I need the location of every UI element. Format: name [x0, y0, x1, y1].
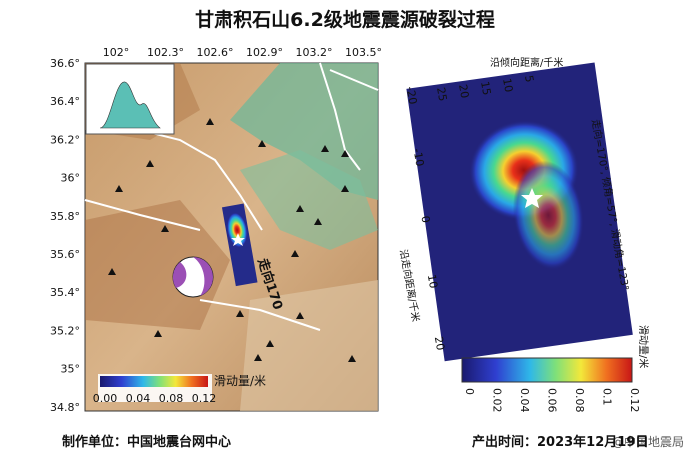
- colorbar-tick-label: 0.02: [491, 388, 504, 413]
- lat-tick-label: 36.4°: [50, 95, 80, 108]
- dip-axis-label: 沿倾向距离/千米: [490, 56, 563, 69]
- lat-tick-label: 36.2°: [50, 133, 80, 146]
- colorbar-tick-label: 0: [463, 388, 476, 395]
- lon-tick-label: 102°: [103, 46, 130, 59]
- strike-tick-label: 20: [432, 335, 447, 351]
- colorbar-label: 滑动量/米: [214, 374, 266, 388]
- dip-tick-label: 10: [500, 77, 515, 93]
- slip-model: [406, 62, 633, 362]
- dip-tick-label: 5: [522, 74, 536, 83]
- lat-tick-label: 35°: [61, 363, 81, 376]
- lon-tick-label: 102.9°: [246, 46, 283, 59]
- colorbar: [461, 357, 633, 383]
- lat-tick-label: 35.2°: [50, 324, 80, 337]
- strike-tick-label: 10: [425, 273, 440, 289]
- title: 甘肃积石山6.2级地震震源破裂过程: [195, 8, 495, 31]
- colorbar-tick-label: 0.00: [93, 392, 118, 405]
- colorbar-tick-label: 0.04: [126, 392, 151, 405]
- producer: 制作单位：中国地震台网中心: [62, 434, 231, 450]
- lon-tick-label: 102.3°: [147, 46, 184, 59]
- colorbar-tick-label: 0.06: [546, 388, 559, 413]
- lat-tick-label: 35.8°: [50, 210, 80, 223]
- lat-tick-label: 34.8°: [50, 401, 80, 414]
- strike-tick-label: -10: [410, 147, 426, 167]
- colorbar-tick-label: 0.08: [573, 388, 586, 413]
- colorbar-tick-label: 0.12: [628, 388, 641, 413]
- strike-tick-label: 0: [418, 215, 432, 224]
- colorbar-tick-label: 0.04: [518, 388, 531, 413]
- colorbar-tick-label: 0.08: [159, 392, 184, 405]
- lon-tick-label: 103.2°: [296, 46, 333, 59]
- time: 产出时间：2023年12月19日: [472, 434, 648, 450]
- lat-tick-label: 36.6°: [50, 57, 80, 70]
- lon-tick-label: 103.5°: [345, 46, 382, 59]
- strike-axis-label: 沿走向距离/千米: [397, 248, 423, 323]
- colorbar-label: 滑动量/米: [637, 325, 650, 368]
- lon-tick-label: 102.6°: [197, 46, 234, 59]
- lat-tick-label: 36°: [61, 172, 81, 185]
- lat-tick-label: 35.6°: [50, 248, 80, 261]
- dip-tick-label: 25: [434, 86, 449, 102]
- strike-tick-label: -20: [403, 85, 419, 105]
- lat-tick-label: 35.4°: [50, 286, 80, 299]
- colorbar: [100, 376, 208, 387]
- colorbar-tick-label: 0.1: [601, 388, 614, 406]
- dip-tick-label: 20: [456, 83, 471, 99]
- colorbar-tick-label: 0.12: [192, 392, 217, 405]
- dip-tick-label: 15: [478, 80, 493, 96]
- watermark: @中国地震局: [612, 434, 684, 449]
- map: [84, 62, 379, 412]
